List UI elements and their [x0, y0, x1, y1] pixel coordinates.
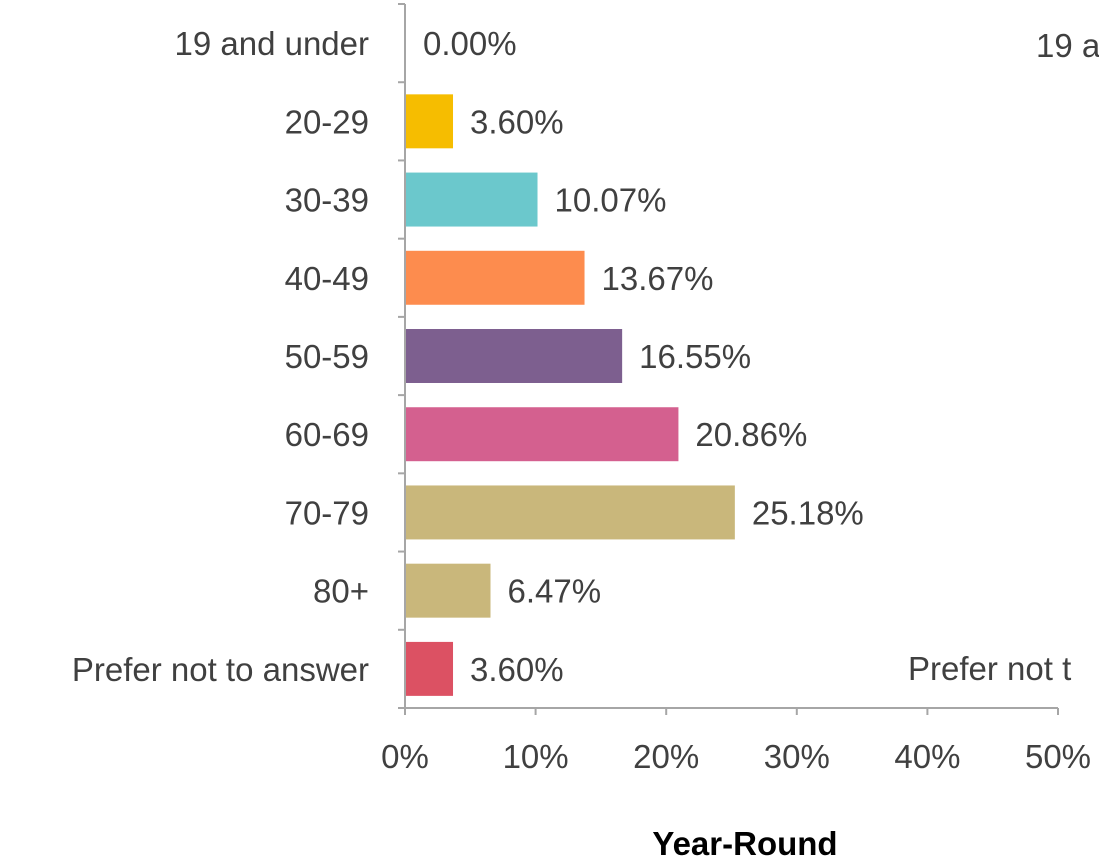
data-label: 3.60% [470, 651, 564, 688]
bar [406, 329, 623, 383]
chart-bars [406, 94, 735, 696]
category-label: 70-79 [285, 494, 369, 531]
chart-title: Year-Round [652, 825, 837, 861]
x-tick-label: 30% [764, 738, 830, 775]
x-tick-label: 0% [381, 738, 429, 775]
data-label: 20.86% [695, 416, 807, 453]
data-label: 0.00% [423, 25, 517, 62]
data-label: 13.67% [602, 260, 714, 297]
category-label: 80+ [313, 573, 369, 610]
data-label: 10.07% [555, 182, 667, 219]
data-label: 16.55% [639, 338, 751, 375]
category-label: 50-59 [285, 338, 369, 375]
data-label: 3.60% [470, 103, 564, 140]
bar [406, 250, 585, 305]
category-label: 20-29 [285, 103, 369, 140]
bar [406, 172, 538, 227]
category-label: 60-69 [285, 416, 369, 453]
x-tick-label: 50% [1025, 738, 1091, 775]
bar [406, 407, 679, 462]
clipped-neighbor-top-label: 19 a [1036, 27, 1099, 64]
category-label: Prefer not to answer [72, 651, 369, 688]
bar [406, 563, 491, 618]
x-tick-label: 10% [503, 738, 569, 775]
bar [406, 94, 454, 149]
bar [406, 641, 454, 696]
x-tick-label: 40% [894, 738, 960, 775]
x-tick-label: 20% [633, 738, 699, 775]
data-label: 6.47% [507, 573, 601, 610]
chart-labels: 0% 10% 20% 30% 40% 50% 19 and under 0.00% 20-29 3… [72, 25, 1091, 775]
data-label: 25.18% [752, 494, 864, 531]
category-label: 40-49 [285, 260, 369, 297]
category-label: 19 and under [174, 25, 369, 62]
chart-axes [398, 3, 1059, 715]
category-label: 30-39 [285, 182, 369, 219]
bar [406, 485, 735, 540]
clipped-neighbor-bottom-label: Prefer not t [908, 650, 1071, 687]
